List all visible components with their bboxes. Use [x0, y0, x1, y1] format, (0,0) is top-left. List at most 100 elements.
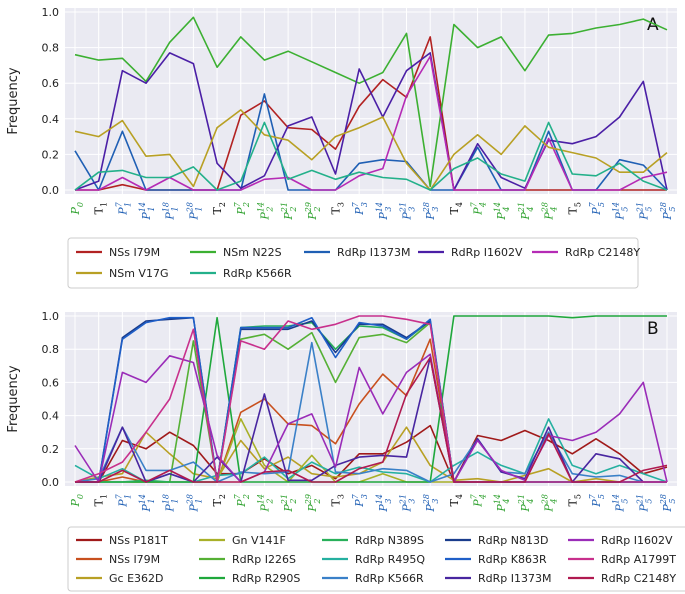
legend-label: Gn V141F [232, 534, 286, 547]
y-tick-label: 0.0 [42, 184, 60, 197]
series-line [74, 16, 668, 188]
x-tick-label: P142 [256, 494, 274, 513]
panel-letter: A [647, 15, 659, 35]
x-tick-label: P283 [422, 202, 440, 221]
legend-label: RdRp R290S [232, 572, 300, 585]
legend-item: Gc E362D [76, 572, 163, 585]
legend-item: NSm N22S [190, 246, 282, 259]
legend-label: NSs P181T [109, 534, 168, 547]
legend-label: RdRp C2148Y [601, 572, 676, 585]
legend-item: RdRp N389S [322, 534, 424, 547]
legend-label: RdRp K566R [223, 267, 292, 280]
legend-item: RdRp C2148Y [568, 572, 676, 585]
legend-label: RdRp N813D [478, 534, 548, 547]
legend-item: RdRp I1373M [445, 572, 551, 585]
y-tick-label: 0.6 [42, 77, 60, 90]
x-tick-label: T4 [448, 494, 464, 506]
x-tick-label: P75 [588, 201, 606, 215]
series-line [74, 315, 667, 483]
x-tick-label: P215 [635, 202, 653, 221]
x-tick-label: P213 [399, 494, 417, 513]
y-tick-label: 0.2 [42, 148, 60, 161]
legend-item: NSm V17G [76, 267, 168, 280]
legend-item: RdRp R290S [199, 572, 300, 585]
legend-label: NSm N22S [223, 246, 282, 259]
x-tick-label: P145 [612, 494, 630, 513]
x-tick-label: P285 [659, 202, 677, 221]
legend-label: RdRp K863R [478, 553, 547, 566]
x-tick-label: P144 [493, 202, 511, 221]
y-tick-label: 1.0 [42, 6, 60, 19]
legend-label: RdRp N389S [355, 534, 424, 547]
legend-item: RdRp I226S [199, 553, 296, 566]
legend-label: RdRp C2148Y [565, 246, 640, 259]
legend: NSs P181T Gn V141F RdRp N389S RdRp N813D RdR… [67, 526, 685, 592]
x-tick-label: T1 [93, 494, 109, 506]
legend-label: RdRp R495Q [355, 553, 425, 566]
series-line [74, 353, 668, 483]
y-tick-label: 0.6 [42, 376, 60, 389]
panel-letter: B [647, 319, 659, 339]
legend-item: RdRp I1602V [418, 246, 523, 259]
y-tick-label: 0.8 [42, 42, 60, 55]
x-tick-label: P214 [517, 202, 535, 221]
x-tick-label: P142 [256, 202, 274, 221]
panel-a: 0.0 0.2 0.4 0.6 0.8 1.0 Frequency A P0 T1 P71 P141 P… [6, 6, 677, 289]
x-tick-label: P285 [659, 494, 677, 513]
x-tick-label: T2 [211, 494, 227, 506]
legend-label: RdRp I1373M [478, 572, 551, 585]
x-tick-label: P181 [162, 202, 180, 221]
legend-item: NSs P181T [76, 534, 168, 547]
legend-item: NSs I79M [76, 246, 160, 259]
legend-label: NSm V17G [109, 267, 168, 280]
x-tick-label: P143 [375, 494, 393, 513]
panel-b: 0.0 0.2 0.4 0.6 0.8 1.0 Frequency B P0 T1 P71 P141 P… [6, 310, 685, 592]
x-tick-label: P0 [69, 202, 85, 216]
y-tick-label: 1.0 [42, 310, 60, 323]
y-axis-label: Frequency [6, 365, 21, 432]
x-tick-label: T3 [329, 202, 345, 214]
legend-item: RdRp K566R [322, 572, 424, 585]
x-tick-label: P213 [399, 202, 417, 221]
x-tick-label: P143 [375, 202, 393, 221]
x-tick-label: P71 [114, 201, 132, 215]
x-tick-label: P212 [280, 202, 298, 221]
x-tick-label: P144 [493, 494, 511, 513]
legend-item: RdRp R495Q [322, 553, 425, 566]
legend-label: RdRp I1373M [337, 246, 410, 259]
legend-item: RdRp C2148Y [532, 246, 640, 259]
x-tick-label: P75 [588, 493, 606, 507]
series-line [74, 109, 668, 191]
x-tick-label: P74 [470, 201, 488, 215]
legend-item: RdRp K566R [190, 267, 292, 280]
y-tick-label: 0.0 [42, 476, 60, 489]
legend-frame [67, 237, 639, 289]
plot-area [65, 312, 677, 486]
x-tick-label: T3 [329, 494, 345, 506]
y-axis-label: Frequency [6, 67, 21, 134]
series-line [75, 424, 668, 483]
y-tick-label: 0.4 [42, 113, 60, 126]
x-tick-label: P73 [351, 201, 369, 215]
legend-frame [67, 526, 685, 592]
x-tick-label: P292 [304, 494, 322, 513]
legend-item: RdRp K863R [445, 553, 547, 566]
x-tick-label: P72 [233, 201, 251, 215]
series-line [75, 356, 668, 483]
legend-label: NSs I79M [109, 553, 160, 566]
y-tick-label: 0.8 [42, 343, 60, 356]
x-tick-label: P141 [138, 494, 156, 513]
y-tick-label: 0.4 [42, 410, 60, 423]
x-tick-label: T5 [566, 494, 582, 506]
x-tick-label: P74 [470, 493, 488, 507]
legend-label: RdRp I1602V [601, 534, 673, 547]
x-tick-label: P283 [422, 494, 440, 513]
x-tick-label: P212 [280, 494, 298, 513]
legend-item: RdRp I1373M [304, 246, 410, 259]
series-line [74, 52, 668, 191]
legend-item: Gn V141F [199, 534, 286, 547]
x-tick-label: P145 [612, 202, 630, 221]
x-tick-label: P281 [185, 494, 203, 513]
x-tick-label: P215 [635, 494, 653, 513]
